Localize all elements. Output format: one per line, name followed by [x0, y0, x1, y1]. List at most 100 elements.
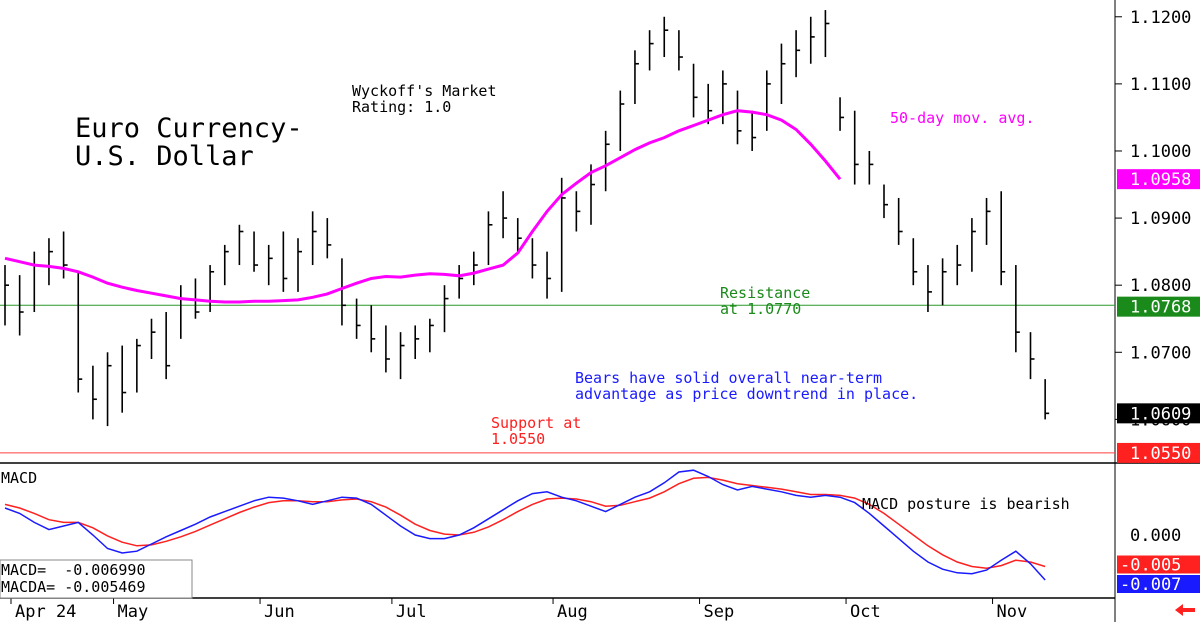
- macd-line: [4, 469, 1046, 581]
- x-axis-labels: Apr 24 May Jun Jul Aug Sep Oct Nov: [10, 598, 1028, 622]
- price-bar: [223, 244, 229, 286]
- x-tick-label: May: [118, 602, 149, 622]
- price-bar: [92, 365, 97, 420]
- support-label-line1: Support at: [491, 414, 581, 432]
- price-bar: [106, 352, 112, 427]
- price-bar: [678, 30, 683, 71]
- x-tick-label: Sep: [704, 602, 735, 622]
- price-bar: [824, 10, 830, 58]
- chart-title-line1: Euro Currency-: [75, 113, 303, 144]
- price-bar: [238, 224, 244, 266]
- support-label-line2: 1.0550: [491, 430, 545, 448]
- price-bar: [311, 211, 317, 266]
- macd-tag-box: [1117, 555, 1200, 574]
- price-bar: [868, 150, 874, 185]
- price-bar: [326, 218, 332, 259]
- price-bar: [648, 30, 654, 71]
- price-bar: [1000, 191, 1006, 286]
- price-bar: [531, 238, 537, 279]
- price-bar: [751, 110, 757, 151]
- price-bar: [62, 231, 68, 279]
- price-bar: [48, 238, 53, 286]
- price-bar: [839, 97, 845, 131]
- resistance-label-line2: at 1.0770: [720, 300, 801, 318]
- resistance-label-line1: Resistance: [720, 284, 810, 302]
- price-tag-box: [1117, 296, 1200, 317]
- price-bar: [634, 50, 639, 105]
- y-tick-label: 1.1100: [1130, 75, 1191, 95]
- y-tick-label: 1.0800: [1130, 276, 1191, 296]
- x-tick-label: Jul: [396, 602, 427, 622]
- price-bar: [663, 16, 669, 58]
- macd-legend-macda: MACDA= -0.005469: [1, 578, 146, 596]
- price-tag-box: [1117, 403, 1200, 424]
- scroll-left-arrow-icon[interactable]: [1175, 604, 1195, 616]
- x-tick-label: Apr 24: [15, 602, 76, 622]
- x-tick-label: Jun: [264, 602, 295, 622]
- price-bar: [472, 251, 478, 286]
- price-bar: [1015, 265, 1020, 353]
- price-bar: [355, 298, 361, 339]
- y-tick-label: 1.1000: [1130, 142, 1191, 162]
- macd-legend-macd: MACD= -0.006990: [1, 561, 146, 579]
- chart-title-line2: U.S. Dollar: [75, 141, 254, 172]
- price-bar: [385, 325, 390, 373]
- price-bar: [516, 218, 522, 252]
- macd-note: MACD posture is bearish: [862, 495, 1070, 513]
- price-bar: [1044, 379, 1050, 420]
- price-bar: [941, 258, 947, 306]
- price-tag-box: [1117, 442, 1200, 463]
- price-bar: [4, 265, 9, 326]
- price-bar: [897, 197, 903, 245]
- comment-line2: advantage as price downtrend in place.: [575, 385, 918, 403]
- price-bar: [853, 110, 859, 185]
- price-tag-label: 1.0958: [1130, 170, 1191, 190]
- market-rating-line2: Rating: 1.0: [352, 98, 451, 116]
- price-bar: [121, 345, 127, 413]
- price-bar: [429, 318, 434, 353]
- price-bar: [707, 83, 713, 125]
- ma50-line: [4, 109, 842, 304]
- price-tag-box: [1117, 169, 1200, 190]
- price-bar: [780, 43, 786, 105]
- macd-title: MACD: [1, 469, 37, 487]
- macd-tag-label: -0.007: [1120, 575, 1181, 595]
- price-bar: [253, 231, 259, 272]
- price-bar: [956, 244, 962, 286]
- y-tick-label: 1.0700: [1130, 343, 1191, 363]
- price-bar: [458, 265, 464, 299]
- price-bar: [546, 251, 552, 299]
- price-bar: [575, 191, 581, 232]
- y-tick-label: 1.0900: [1130, 209, 1191, 229]
- macd-tag-label: -0.005: [1120, 556, 1181, 576]
- price-bar: [267, 244, 273, 286]
- price-bar: [692, 63, 698, 118]
- y-tick-label: 1.1200: [1130, 8, 1191, 28]
- market-rating-line1: Wyckoff's Market: [352, 82, 497, 100]
- price-bar: [1029, 332, 1035, 380]
- ma-label: 50-day mov. avg.: [890, 109, 1035, 127]
- price-bar: [165, 312, 171, 380]
- price-bar: [341, 258, 346, 326]
- x-tick-label: Aug: [557, 602, 588, 622]
- price-tag-label: 1.0609: [1130, 404, 1191, 424]
- price-bar: [77, 271, 83, 393]
- price-bar: [927, 265, 932, 313]
- price-bar: [795, 30, 801, 78]
- price-bar: [33, 251, 39, 313]
- x-tick-label: Oct: [850, 602, 881, 622]
- price-bar: [136, 338, 141, 393]
- price-tag-label: 1.0550: [1130, 444, 1191, 464]
- price-bar: [443, 285, 449, 333]
- price-bar: [736, 90, 742, 145]
- price-bar: [18, 275, 24, 336]
- price-bar: [487, 211, 493, 266]
- price-bar: [150, 318, 156, 359]
- price-bar: [297, 238, 302, 292]
- comment-line1: Bears have solid overall near-term: [575, 369, 882, 387]
- price-bar: [370, 305, 376, 353]
- price-bar: [399, 332, 405, 380]
- price-bar: [209, 265, 215, 313]
- x-tick-label: Nov: [997, 602, 1028, 622]
